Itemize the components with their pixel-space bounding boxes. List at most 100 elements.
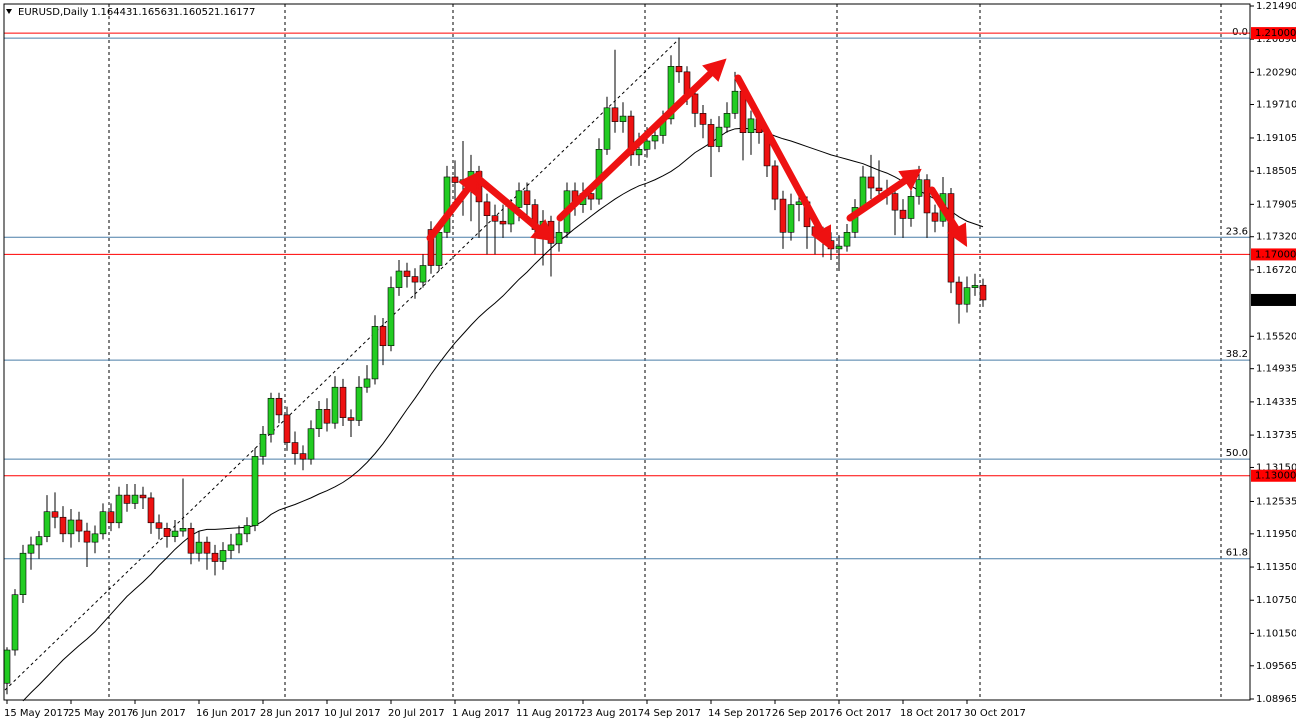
x-tick-label: 30 Oct 2017 bbox=[964, 708, 1026, 719]
candle-body bbox=[35, 536, 43, 546]
candle-body bbox=[451, 176, 459, 183]
candle-body bbox=[723, 113, 731, 128]
arrow-head bbox=[898, 168, 922, 192]
fib-label: 38.2 bbox=[1226, 349, 1248, 360]
candle-body bbox=[483, 201, 491, 216]
x-tick-label: 4 Sep 2017 bbox=[644, 708, 701, 719]
candle-body bbox=[267, 397, 275, 435]
x-tick-label: 6 Oct 2017 bbox=[836, 708, 891, 719]
candle-body bbox=[131, 494, 139, 504]
candle-body bbox=[91, 533, 99, 543]
x-tick-label: 15 May 2017 bbox=[4, 708, 69, 719]
candle-body bbox=[963, 287, 971, 305]
annotation-arrows bbox=[426, 58, 968, 251]
y-tick-label: 1.20890 bbox=[1256, 34, 1296, 45]
candle-body bbox=[635, 149, 643, 156]
candle-body bbox=[139, 494, 147, 499]
high-value: 1.16563 bbox=[132, 7, 173, 18]
arrow bbox=[734, 74, 826, 237]
candle-body bbox=[107, 511, 115, 524]
candle-body bbox=[603, 107, 611, 150]
candle-body bbox=[899, 209, 907, 219]
candle-body bbox=[243, 525, 251, 535]
x-tick-label: 23 Aug 2017 bbox=[580, 708, 644, 719]
candle-body bbox=[795, 201, 803, 205]
candle-body bbox=[731, 90, 739, 114]
candle-body bbox=[355, 386, 363, 421]
candle-body bbox=[331, 386, 339, 424]
candle-body bbox=[667, 66, 675, 120]
candle-body bbox=[347, 417, 355, 421]
arrow bbox=[556, 68, 716, 222]
candle-body bbox=[427, 229, 435, 266]
candle-body bbox=[419, 265, 427, 283]
candle-body bbox=[443, 176, 451, 233]
candle-body bbox=[643, 140, 651, 150]
y-tick-label: 1.14335 bbox=[1256, 397, 1296, 408]
y-tick-label: 1.16720 bbox=[1256, 265, 1296, 276]
price-tag bbox=[1251, 293, 1296, 306]
x-tick-label: 20 Jul 2017 bbox=[388, 708, 445, 719]
candle-body bbox=[123, 494, 131, 504]
candle-body bbox=[411, 276, 419, 283]
candle-body bbox=[627, 115, 635, 156]
candle-body bbox=[203, 541, 211, 554]
candle-body bbox=[891, 193, 899, 211]
candle-body bbox=[387, 287, 395, 347]
close-value: 1.16177 bbox=[214, 7, 255, 18]
candle-body bbox=[99, 511, 107, 535]
candle-body bbox=[179, 528, 187, 532]
y-tick-label: 1.21490 bbox=[1256, 1, 1296, 12]
candle-body bbox=[931, 212, 939, 222]
candle-body bbox=[707, 124, 715, 147]
candle-body bbox=[779, 198, 787, 233]
candle-body bbox=[27, 544, 35, 554]
candle-body bbox=[715, 126, 723, 147]
candle-body bbox=[51, 511, 59, 518]
candle-body bbox=[339, 386, 347, 418]
fib-label: 0.0 bbox=[1232, 27, 1248, 38]
candle-body bbox=[915, 179, 923, 197]
candle-body bbox=[43, 511, 51, 537]
moving-average bbox=[22, 127, 984, 702]
candle-body bbox=[843, 231, 851, 247]
candle-body bbox=[875, 187, 883, 192]
candle-body bbox=[867, 176, 875, 189]
arrow bbox=[846, 176, 910, 222]
candle-body bbox=[515, 190, 523, 208]
candle-body bbox=[523, 190, 531, 205]
y-tick-label: 1.20290 bbox=[1256, 67, 1296, 78]
candle-body bbox=[395, 270, 403, 288]
x-tick-label: 1 Aug 2017 bbox=[452, 708, 510, 719]
candle-body bbox=[923, 179, 931, 214]
candle-body bbox=[227, 544, 235, 551]
candle-body bbox=[195, 541, 203, 554]
level-label: 1.21000 bbox=[1255, 28, 1296, 39]
plot-frame bbox=[3, 3, 1251, 701]
arrow-head bbox=[947, 222, 968, 247]
candle-body bbox=[435, 231, 443, 266]
y-tick-label: 1.19105 bbox=[1256, 133, 1296, 144]
candle-body bbox=[363, 378, 371, 388]
arrow bbox=[928, 186, 961, 234]
level-label: 1.13000 bbox=[1255, 471, 1296, 482]
candle-body bbox=[283, 414, 291, 443]
candle-body bbox=[251, 456, 259, 526]
candle-body bbox=[835, 245, 843, 250]
candle-body bbox=[491, 215, 499, 222]
candle-body bbox=[83, 530, 91, 543]
y-tick-label: 1.14935 bbox=[1256, 364, 1296, 375]
y-tick-label: 1.10150 bbox=[1256, 628, 1296, 639]
x-tick-label: 10 Jul 2017 bbox=[324, 708, 381, 719]
arrow bbox=[476, 176, 544, 234]
low-value: 1.16052 bbox=[173, 7, 214, 18]
candle-body bbox=[299, 453, 307, 460]
period-separators bbox=[108, 4, 1222, 700]
y-tick-label: 1.15520 bbox=[1256, 331, 1296, 342]
y-tick-label: 1.17905 bbox=[1256, 199, 1296, 210]
x-tick-label: 26 Sep 2017 bbox=[772, 708, 835, 719]
candle-body bbox=[323, 409, 331, 424]
price-label: 1.16177 bbox=[1255, 295, 1296, 306]
